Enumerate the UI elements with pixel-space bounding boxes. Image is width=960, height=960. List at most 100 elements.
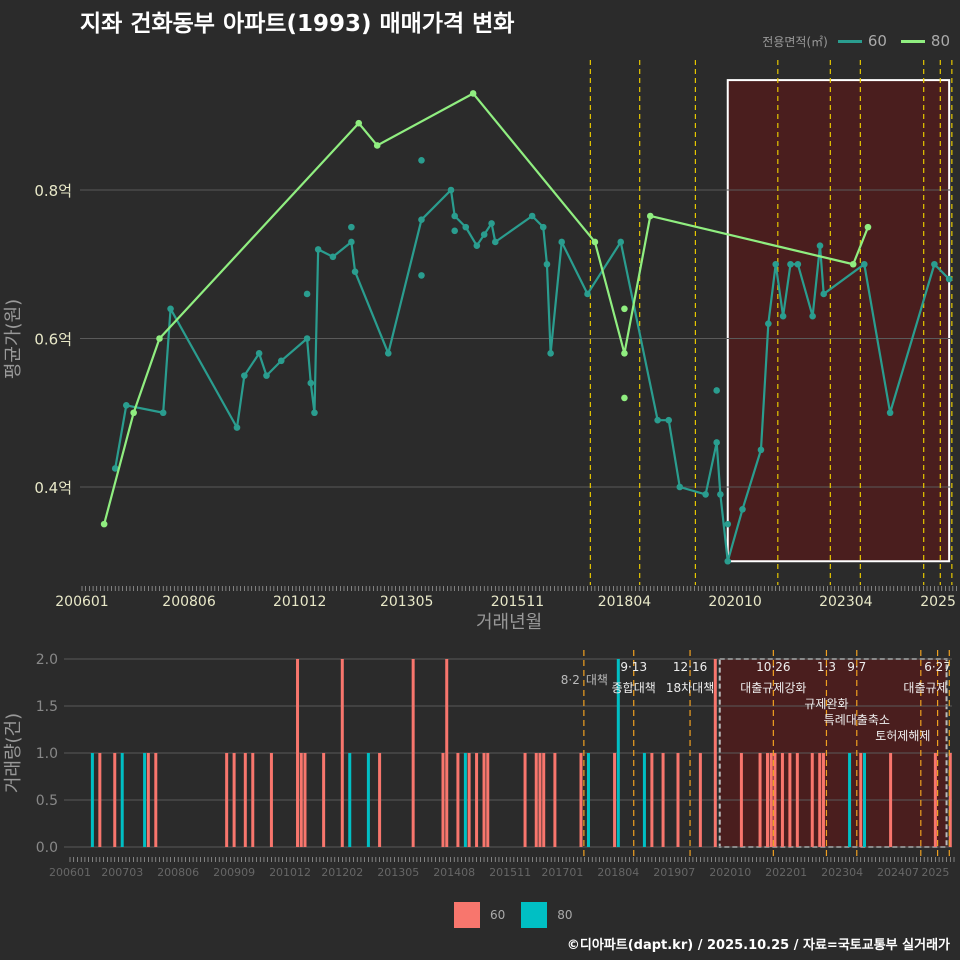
data-point-60 — [473, 242, 481, 249]
data-point-80 — [591, 238, 599, 246]
bar-60 — [821, 753, 825, 847]
data-point-60 — [329, 253, 337, 261]
data-point-60 — [702, 491, 709, 498]
data-point-60 — [159, 409, 167, 417]
data-point-60 — [418, 272, 425, 279]
bar-60 — [739, 753, 743, 847]
bar-80 — [586, 753, 590, 847]
data-point-60 — [809, 312, 816, 320]
bar-80 — [463, 753, 467, 847]
bar-80 — [348, 753, 352, 847]
data-point-60 — [558, 238, 565, 246]
x-tick-label: 201305 — [380, 594, 433, 610]
y-tick-label: 0.5 — [36, 793, 58, 809]
data-point-60 — [931, 260, 938, 268]
bar-60 — [486, 753, 490, 847]
data-point-60 — [739, 505, 746, 513]
bar-80 — [90, 753, 94, 847]
data-point-60 — [543, 260, 551, 268]
bar-60 — [818, 753, 822, 847]
bar-60 — [769, 753, 773, 847]
bar-60 — [542, 753, 546, 847]
data-point-80 — [621, 394, 628, 402]
data-point-60 — [311, 409, 318, 417]
x-tick-label: 202201 — [765, 866, 807, 879]
legend-title: 전용면적(㎡) — [762, 34, 828, 49]
bar-60 — [713, 659, 717, 847]
legend-swatch-60 — [837, 39, 862, 43]
y-tick-label: 0.6억 — [34, 331, 72, 349]
event-name-label: 특례대출축소 — [824, 713, 890, 727]
x-tick-label: 2025 — [921, 866, 949, 879]
bar-60 — [538, 753, 542, 847]
y-tick-label: 1.0 — [36, 746, 58, 762]
x-tick-label: 201305 — [377, 866, 419, 879]
bar-60 — [146, 753, 150, 847]
bar-60 — [225, 753, 229, 847]
bar-60 — [322, 753, 326, 847]
bar-60 — [475, 753, 479, 847]
data-point-80 — [100, 520, 108, 528]
event-name-label: 18차대책 — [666, 680, 714, 695]
data-point-60 — [816, 242, 824, 249]
bar-60 — [948, 753, 952, 847]
bar-80 — [642, 753, 646, 847]
data-point-60 — [488, 220, 495, 227]
data-point-60 — [547, 350, 554, 357]
data-point-60 — [757, 446, 765, 454]
x-tick-label: 200909 — [213, 866, 255, 879]
event-date-label: 1·3 — [817, 660, 836, 674]
data-point-60 — [462, 223, 470, 231]
data-point-60 — [713, 387, 720, 394]
x-tick-label: 201701 — [541, 866, 583, 879]
data-point-80 — [355, 119, 363, 127]
bar-60 — [698, 753, 702, 847]
bar-80 — [143, 753, 147, 847]
x-tick-label: 202010 — [709, 866, 751, 879]
bar-80 — [616, 659, 620, 847]
bar-60 — [113, 753, 117, 847]
data-point-60 — [277, 357, 285, 365]
data-point-60 — [665, 416, 673, 424]
data-point-80 — [469, 90, 477, 97]
bar-60 — [795, 753, 799, 847]
bar-60 — [299, 753, 303, 847]
bar-60 — [456, 753, 460, 847]
bar-60 — [441, 753, 445, 847]
event-name-label: 규제완화 — [804, 697, 848, 711]
bar-80 — [120, 753, 124, 847]
data-point-60 — [167, 305, 174, 313]
bar-60 — [788, 753, 792, 847]
event-date-label: 10·26 — [756, 660, 790, 674]
data-point-60 — [418, 216, 425, 223]
bar-60 — [251, 753, 255, 847]
bar-60 — [482, 753, 486, 847]
data-point-60 — [348, 238, 355, 246]
data-point-60 — [351, 268, 359, 275]
chart-title: 지좌 건화동부 아파트(1993) 매매가격 변화 — [80, 11, 515, 37]
data-point-60 — [772, 260, 780, 268]
data-point-60 — [945, 275, 953, 283]
bar-60 — [933, 753, 937, 847]
data-point-60 — [255, 350, 263, 357]
bar-60 — [411, 659, 415, 847]
data-point-60 — [122, 402, 130, 409]
data-point-60 — [111, 465, 119, 472]
x-tick-label: 200601 — [55, 594, 108, 610]
data-point-60 — [820, 290, 827, 298]
source-footer: ©디아파트(dapt.kr) / 2025.10.25 / 자료=국토교통부 실… — [566, 938, 950, 953]
event-name-label: 토허제해제 — [875, 729, 930, 743]
bar-60 — [534, 753, 538, 847]
x-tick-label: 202304 — [821, 866, 863, 879]
x-tick-label: 200601 — [49, 866, 91, 879]
bar-60 — [98, 753, 102, 847]
bar-60 — [232, 753, 236, 847]
x-tick-label: 201804 — [598, 594, 652, 610]
y-tick-label: 0.0 — [36, 840, 58, 856]
event-name-label: 종합대책 — [612, 680, 656, 695]
bar-60 — [780, 753, 784, 847]
bar-legend: 60 80 — [454, 902, 573, 928]
x-tick-label: 2025 — [920, 594, 956, 610]
data-point-60 — [787, 260, 794, 268]
